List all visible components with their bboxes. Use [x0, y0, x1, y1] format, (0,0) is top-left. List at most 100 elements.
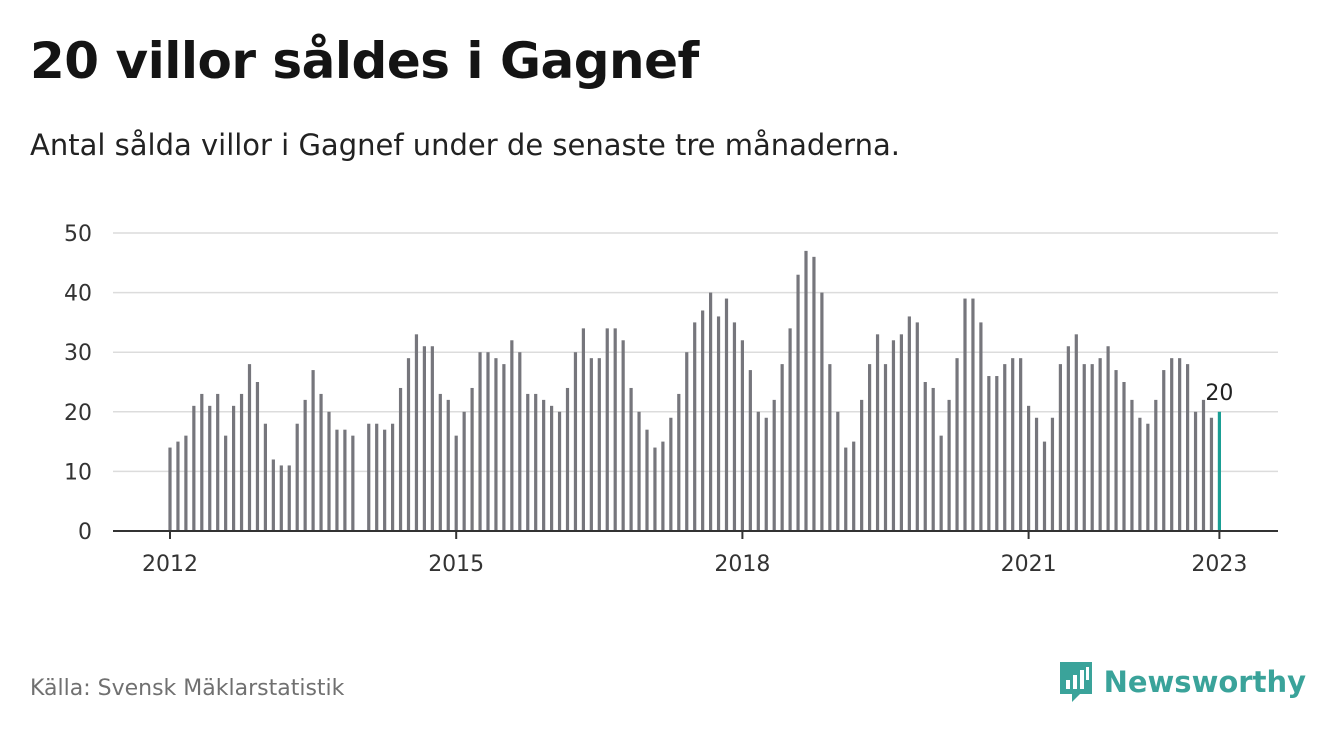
bar	[701, 310, 705, 531]
bar	[947, 399, 951, 531]
bar	[518, 352, 522, 531]
bar	[677, 393, 681, 531]
bar	[192, 405, 196, 531]
bar	[534, 393, 538, 531]
bar	[907, 316, 911, 531]
bar-highlight	[1217, 411, 1221, 531]
bar	[1146, 423, 1150, 531]
bar	[1066, 346, 1070, 531]
bar	[1034, 417, 1039, 531]
source-note: Källa: Svensk Mäklarstatistik	[30, 676, 345, 701]
page-title: 20 villor såldes i Gagnef	[30, 32, 699, 90]
bar	[661, 441, 665, 531]
bar	[780, 364, 784, 531]
bar	[804, 250, 808, 531]
bar	[939, 435, 943, 531]
bar	[351, 435, 355, 531]
y-tick-label: 10	[64, 460, 92, 485]
bar	[836, 411, 840, 531]
x-tick-label: 2012	[142, 552, 198, 577]
bar	[868, 364, 872, 531]
bar	[931, 387, 935, 531]
bar	[995, 376, 999, 531]
bar	[438, 393, 442, 531]
bar	[1098, 358, 1102, 531]
bar	[1186, 364, 1190, 531]
y-tick-label: 40	[64, 282, 92, 307]
bar	[1122, 382, 1126, 531]
bar	[232, 405, 236, 531]
bar	[637, 411, 641, 531]
bar	[955, 358, 959, 531]
bar	[979, 322, 983, 531]
y-tick-label: 50	[64, 222, 92, 247]
y-tick-label: 0	[78, 520, 92, 545]
bar	[343, 429, 347, 531]
bar	[494, 358, 498, 531]
bar	[303, 399, 307, 531]
x-tick-label: 2021	[1001, 552, 1057, 577]
x-tick-label: 2018	[714, 552, 770, 577]
bar	[685, 352, 689, 531]
bar	[1019, 358, 1023, 531]
bar	[208, 405, 212, 531]
bar	[335, 429, 339, 531]
bar	[1050, 417, 1055, 531]
bar	[271, 459, 275, 531]
brand-name: Newsworthy	[1103, 665, 1306, 699]
bar	[971, 298, 975, 531]
bar	[963, 298, 967, 531]
brand-logo: Newsworthy	[1058, 660, 1306, 704]
bar	[724, 298, 729, 531]
bar	[168, 447, 172, 531]
highlight-value-label: 20	[1205, 381, 1233, 406]
bar	[470, 387, 474, 531]
bar	[1193, 411, 1198, 531]
bar	[287, 465, 291, 531]
bar	[899, 334, 903, 531]
bar	[565, 387, 570, 531]
bar	[486, 352, 490, 531]
bar	[788, 328, 792, 531]
bar	[375, 423, 379, 531]
bar	[581, 328, 585, 531]
bar	[844, 447, 848, 531]
bar	[1011, 358, 1015, 531]
bar	[200, 393, 204, 531]
bar	[176, 441, 180, 531]
bar	[645, 429, 649, 531]
bar	[860, 399, 864, 531]
bar	[255, 382, 260, 531]
bar	[502, 364, 506, 531]
y-tick-label: 30	[64, 341, 92, 366]
x-tick-label: 2023	[1191, 552, 1247, 577]
bar	[923, 382, 927, 531]
bar	[367, 423, 371, 531]
bar	[812, 256, 816, 531]
y-tick-label: 20	[64, 401, 92, 426]
bar	[1162, 370, 1166, 531]
bar	[772, 399, 776, 531]
newsworthy-icon	[1059, 662, 1092, 702]
bar	[550, 405, 554, 531]
bar	[478, 352, 482, 531]
bar	[828, 364, 832, 531]
bar	[597, 358, 601, 531]
bar	[239, 393, 244, 531]
bar	[279, 465, 283, 531]
bar	[1074, 334, 1078, 531]
bar	[1106, 346, 1110, 531]
x-tick-label: 2015	[428, 552, 484, 577]
bar	[621, 340, 625, 531]
bar	[398, 387, 403, 531]
bar	[756, 411, 760, 531]
bar	[1178, 358, 1182, 531]
bar	[216, 393, 220, 531]
bar	[748, 370, 752, 531]
bar	[883, 364, 888, 531]
bar	[414, 334, 419, 531]
bar	[629, 387, 633, 531]
bar	[820, 292, 824, 531]
bar	[542, 399, 546, 531]
bar	[1154, 399, 1158, 531]
